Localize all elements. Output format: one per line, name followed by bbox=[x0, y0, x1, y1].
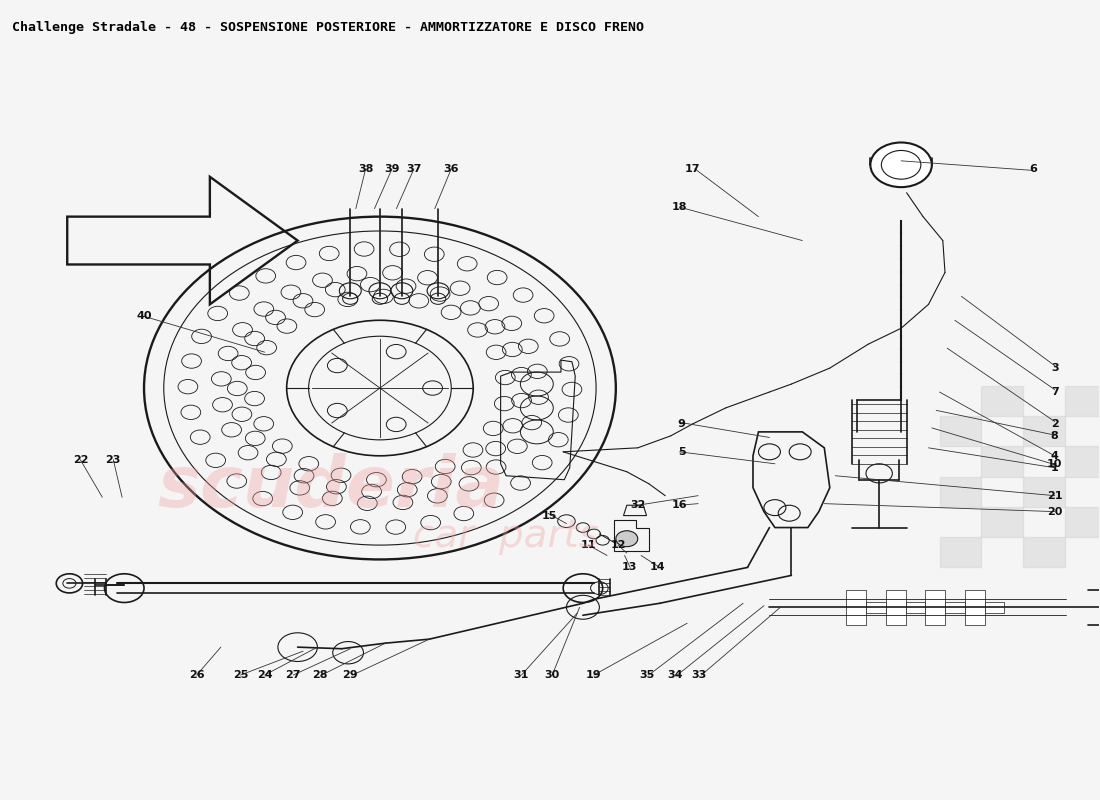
Text: 18: 18 bbox=[672, 202, 688, 212]
Text: 40: 40 bbox=[136, 311, 152, 322]
Text: 26: 26 bbox=[189, 670, 205, 680]
Text: Challenge Stradale - 48 - SOSPENSIONE POSTERIORE - AMMORTIZZATORE E DISCO FRENO: Challenge Stradale - 48 - SOSPENSIONE PO… bbox=[12, 22, 645, 34]
Text: 5: 5 bbox=[678, 447, 685, 457]
Bar bbox=[1023, 477, 1065, 507]
Bar bbox=[1065, 507, 1100, 537]
Bar bbox=[939, 477, 981, 507]
Text: 2: 2 bbox=[1050, 419, 1058, 429]
Text: 39: 39 bbox=[384, 164, 399, 174]
Text: 23: 23 bbox=[106, 454, 121, 465]
Text: 9: 9 bbox=[678, 419, 685, 429]
Text: 34: 34 bbox=[668, 670, 683, 680]
Text: 7: 7 bbox=[1050, 387, 1058, 397]
Bar bbox=[1023, 416, 1065, 446]
Text: 36: 36 bbox=[443, 164, 459, 174]
Text: 12: 12 bbox=[610, 540, 626, 550]
Text: 4: 4 bbox=[1050, 451, 1058, 461]
Text: 17: 17 bbox=[685, 164, 701, 174]
Text: 22: 22 bbox=[73, 454, 88, 465]
Text: 13: 13 bbox=[621, 562, 637, 573]
Bar bbox=[981, 446, 1023, 477]
Text: 32: 32 bbox=[630, 500, 646, 510]
Text: 31: 31 bbox=[514, 670, 529, 680]
Text: 28: 28 bbox=[311, 670, 328, 680]
Text: 15: 15 bbox=[541, 510, 557, 521]
Bar bbox=[981, 507, 1023, 537]
Text: 6: 6 bbox=[1028, 164, 1036, 174]
Text: 20: 20 bbox=[1047, 506, 1063, 517]
Text: car  parts: car parts bbox=[414, 517, 600, 554]
Bar bbox=[939, 537, 981, 567]
Circle shape bbox=[616, 530, 638, 546]
Text: 29: 29 bbox=[342, 670, 359, 680]
Text: 21: 21 bbox=[1047, 490, 1063, 501]
Text: 14: 14 bbox=[650, 562, 666, 573]
Text: 37: 37 bbox=[406, 164, 421, 174]
Text: 24: 24 bbox=[257, 670, 273, 680]
Text: 16: 16 bbox=[672, 500, 688, 510]
Text: 38: 38 bbox=[358, 164, 373, 174]
Text: 19: 19 bbox=[586, 670, 602, 680]
Text: 33: 33 bbox=[692, 670, 707, 680]
Text: 10: 10 bbox=[1047, 458, 1063, 469]
Bar bbox=[1065, 446, 1100, 477]
Text: 35: 35 bbox=[639, 670, 654, 680]
Text: 8: 8 bbox=[1050, 431, 1058, 441]
Bar bbox=[1023, 537, 1065, 567]
Text: 3: 3 bbox=[1050, 363, 1058, 373]
Text: 1: 1 bbox=[1050, 462, 1058, 473]
Text: scuderia: scuderia bbox=[157, 453, 504, 522]
Text: 11: 11 bbox=[581, 540, 596, 550]
Text: 25: 25 bbox=[233, 670, 249, 680]
Text: 30: 30 bbox=[544, 670, 560, 680]
Text: 27: 27 bbox=[286, 670, 301, 680]
Bar bbox=[981, 386, 1023, 416]
Bar bbox=[1065, 386, 1100, 416]
Circle shape bbox=[870, 142, 932, 187]
Bar bbox=[939, 416, 981, 446]
